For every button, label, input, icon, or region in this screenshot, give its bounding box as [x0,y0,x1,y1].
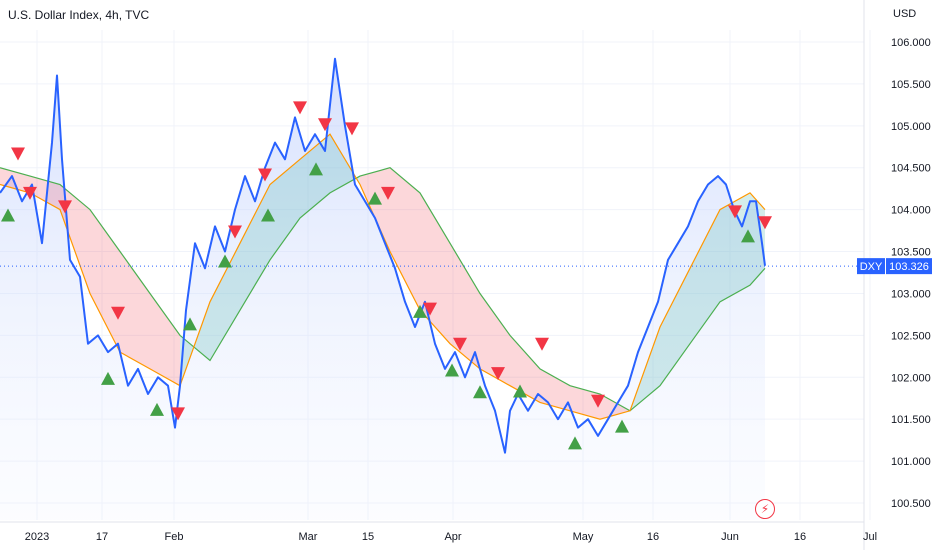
x-tick-label: 15 [362,531,374,543]
cloud-segment-bear [120,251,150,369]
last-price-value-bg [886,258,932,275]
y-tick-label: 105.500 [891,79,931,91]
x-tick-label: 16 [794,531,806,543]
cloud-segment-bear [450,243,480,369]
currency-label: USD [893,8,917,20]
cloud-segment-bear [510,335,540,403]
sell-signal-marker [423,302,437,316]
buy-signal-marker [615,419,629,433]
y-tick-label: 105.000 [891,121,931,133]
sell-signal-marker [11,147,25,161]
y-tick-label: 104.000 [891,205,931,217]
cloud-segment-bear [60,184,90,294]
price-line [0,57,766,454]
last-price-value: 103.326 [889,261,929,273]
x-tick-label: May [573,531,594,543]
x-tick-label: 16 [647,531,659,543]
cloud-segment-bull [300,134,330,219]
cloud-segment-bull [210,243,240,361]
cloud-segment-bear [480,293,510,386]
cloud-segment-bear [390,167,420,311]
buy-signal-marker [445,363,459,377]
y-tick-label: 102.000 [891,372,931,384]
chart-title: U.S. Dollar Index, 4h, TVC [8,8,150,22]
buy-signal-marker [413,304,427,318]
buy-signal-marker [1,208,15,222]
y-tick-label: 103.500 [891,247,931,259]
x-tick-label: Jul [863,531,877,543]
cloud-segment-bull [270,159,300,260]
sell-signal-marker [491,367,505,381]
sell-signal-marker [758,216,772,230]
sell-signal-marker [58,200,72,214]
fast-ma-line [0,133,766,420]
sell-signal-marker [171,407,185,421]
y-tick-label: 100.500 [891,498,931,510]
last-price-symbol: DXY [860,261,883,273]
buy-signal-marker [741,229,755,243]
price-area-fill [0,58,765,521]
cloud-segment-bear [540,368,570,411]
buy-signal-marker [261,208,275,222]
sell-signal-marker [535,337,549,351]
sell-signal-marker [258,168,272,182]
sell-signal-marker [345,122,359,136]
cloud-segment-bull [240,184,270,311]
cloud-segment-bull [750,192,765,286]
moving-average-layer [0,133,766,420]
cloud-segment-bear [570,385,600,420]
price-line-layer [0,57,864,454]
x-tick-label: Apr [444,531,461,543]
x-tick-label: Jun [721,531,739,543]
sell-signal-marker [23,186,37,200]
y-tick-label: 101.000 [891,456,931,468]
y-tick-label: 101.500 [891,414,931,426]
sell-signal-marker [591,394,605,408]
buy-signal-marker [368,191,382,205]
y-tick-label: 106.000 [891,37,931,49]
sell-signal-marker [228,225,242,239]
cloud-segment-bear [90,209,120,353]
buy-signal-marker [568,436,582,450]
buy-signal-marker [218,254,232,268]
buy-signal-marker [183,317,197,331]
cloud-segment-bear [150,293,180,386]
lightning-icon[interactable]: ⚡ [755,499,775,519]
x-tick-label: 17 [96,531,108,543]
cloud-segment-bull [660,268,690,386]
sell-signal-marker [453,337,467,351]
cloud-segment-bear [30,176,60,210]
y-tick-label: 104.500 [891,163,931,175]
cloud-segment-bull [690,209,720,344]
ma-cloud-layer [0,134,765,420]
buy-signal-marker [309,162,323,176]
sell-signal-marker [111,306,125,320]
sell-signal-marker [293,101,307,115]
buy-signal-marker [513,384,527,398]
y-tick-label: 103.000 [891,288,931,300]
x-tick-label: Feb [165,531,184,543]
signal-marker-layer [1,101,772,450]
cloud-segment-bull [330,134,360,193]
slow-ma-line [0,167,766,412]
x-tick-label: 2023 [25,531,49,543]
sell-signal-marker [318,118,332,132]
sell-signal-marker [381,186,395,200]
x-tick-label: Mar [299,531,318,543]
sell-signal-marker [728,205,742,219]
last-price-symbol-bg [857,258,885,275]
price-fill-layer [0,58,765,521]
y-tick-label: 102.500 [891,330,931,342]
buy-signal-marker [150,402,164,416]
buy-signal-marker [101,371,115,385]
buy-signal-marker [473,385,487,399]
cloud-segment-bull [720,192,750,302]
